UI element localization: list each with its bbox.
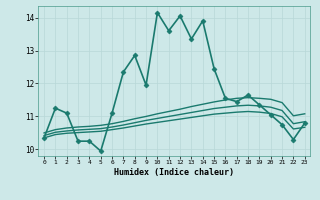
X-axis label: Humidex (Indice chaleur): Humidex (Indice chaleur) (115, 168, 234, 177)
